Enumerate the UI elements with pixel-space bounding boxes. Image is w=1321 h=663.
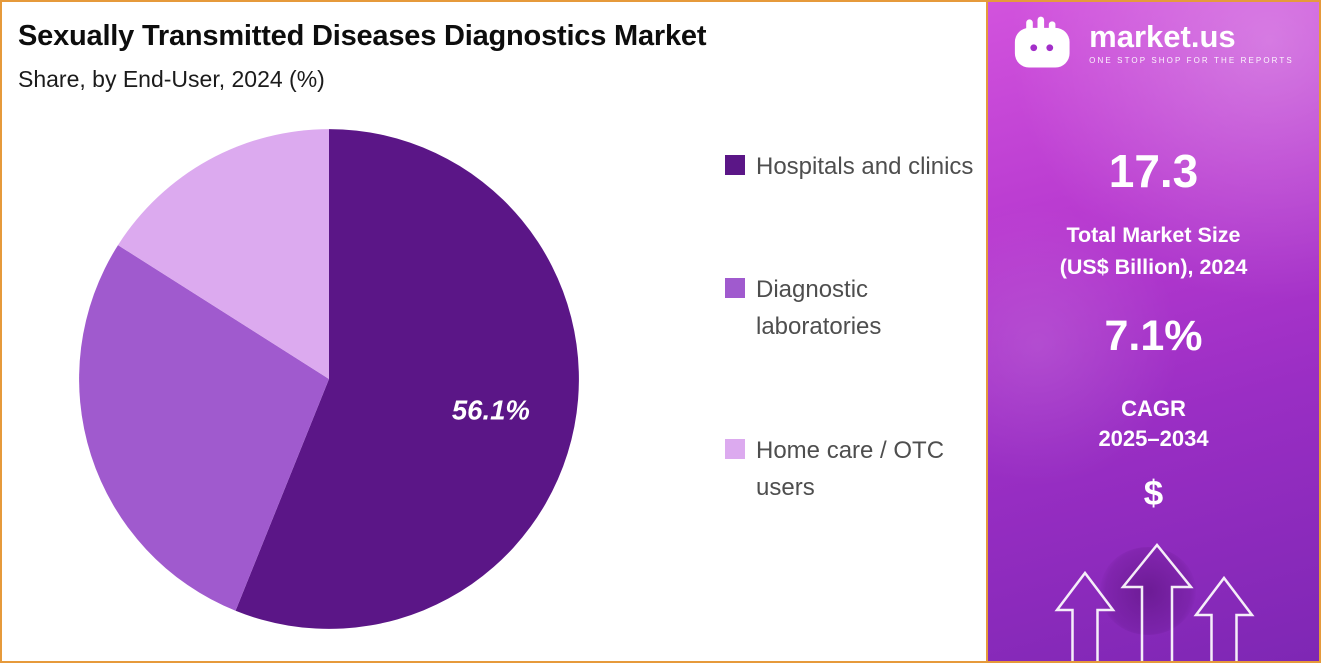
legend-swatch-hospitals-icon [725,155,745,175]
background-photo-shape [1100,547,1196,635]
pie-slice-2 [118,129,329,379]
brand-tagline: ONE STOP SHOP FOR THE REPORTS [1089,56,1294,65]
market-size-value: 17.3 [1108,145,1199,197]
cagr-value: 7.1% [1104,312,1203,360]
brand-logo-text: market.us ONE STOP SHOP FOR THE REPORTS [1089,21,1294,65]
legend-label: Hospitals and clinics [756,153,974,180]
chart-legend: Hospitals and clinics Diagnostic laborat… [725,148,981,592]
pie-slice-1 [79,245,329,611]
pie-chart: 56.1% [74,124,584,634]
market-size-label-line2: (US$ Billion), 2024 [1059,254,1248,279]
market-size-label: Total Market Size (US$ Billion), 2024 [988,220,1319,284]
dollar-icon: $ [1143,474,1164,513]
cagr-label-line2: 2025–2034 [1098,426,1209,452]
growth-arrows-icon [1054,543,1255,661]
stats-sidebar: market.us ONE STOP SHOP FOR THE REPORTS … [986,2,1319,661]
cagr-label-line1: CAGR [1121,396,1186,421]
page-title: Sexually Transmitted Diseases Diagnostic… [18,20,707,52]
legend-swatch-diagnostic-labs-icon [725,278,745,299]
chart-subtitle: Share, by End-User, 2024 (%) [18,66,325,92]
cagr-label: CAGR 2025–2034 [988,394,1319,455]
pie-slice-0 [235,129,579,629]
market-size-label-line1: Total Market Size [1066,223,1241,247]
legend-item-home-care: Home care / OTC users [725,432,981,506]
legend-swatch-home-care-icon [725,438,745,459]
pie-chart-svg: 56.1% [79,129,579,629]
pie-data-label: 56.1% [452,395,530,426]
legend-label: Diagnostic laboratories [756,276,882,341]
legend-item-hospitals: Hospitals and clinics [725,148,981,185]
brand-logo: market.us ONE STOP SHOP FOR THE REPORTS [988,16,1319,70]
legend-item-diagnostic-labs: Diagnostic laboratories [725,271,981,345]
brand-name: market.us [1089,19,1236,54]
legend-label: Home care / OTC users [756,436,945,501]
marketus-logo-icon [1015,16,1070,68]
